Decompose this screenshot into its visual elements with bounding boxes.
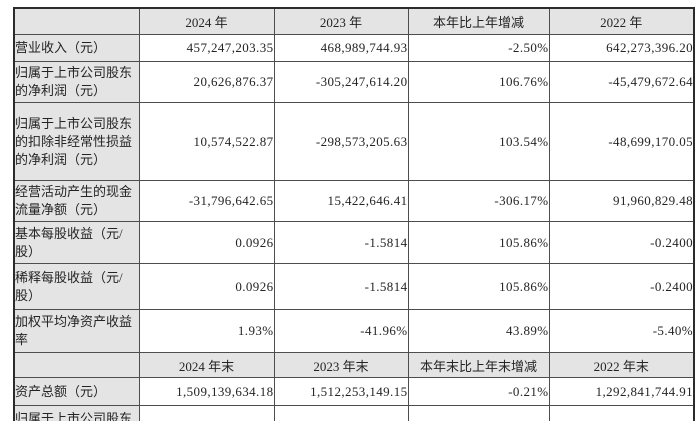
value-cell: 1,058,774,646.81 [273,405,409,421]
value-cell: 1,079,445,087.39 [138,405,275,421]
value-cell: -306.17% [407,180,550,222]
table-row-total-assets: 资产总额（元） 1,509,139,634.18 1,512,253,149.1… [13,377,695,406]
value-cell: -298,573,205.63 [273,102,409,181]
value-cell: -48,699,170.05 [548,102,695,181]
table-row-operating-cash-flow: 经营活动产生的现金流量净额（元） -31,796,642.65 15,422,6… [13,180,695,222]
col-header-2024-end: 2024 年末 [138,352,275,378]
row-label: 加权平均净资产收益率 [13,309,140,353]
row-label: 归属于上市公司股东的扣除非经常性损益的净利润（元） [13,102,140,181]
value-cell: 468,989,744.93 [273,34,409,62]
value-cell: 1,292,841,744.91 [548,377,695,406]
table-row-weighted-avg-roe: 加权平均净资产收益率 1.93% -41.96% 43.89% -5.40% [13,309,695,353]
value-cell: 1,512,253,149.15 [273,377,409,406]
period-end-header-corner [13,352,140,378]
row-label: 归属于上市公司股东的净资产（元） [13,405,140,421]
value-cell: 1.95% [407,405,550,421]
value-cell: 103.54% [407,102,550,181]
table-row-operating-revenue: 营业收入（元） 457,247,203.35 468,989,744.93 -2… [13,34,695,62]
financial-summary-table: 2024 年 2023 年 本年比上年增减 2022 年 营业收入（元） 457… [13,7,695,421]
table-row-net-assets: 归属于上市公司股东的净资产（元） 1,079,445,087.39 1,058,… [13,405,695,421]
row-label: 资产总额（元） [13,377,140,406]
value-cell: 0.0926 [138,221,275,264]
value-cell: -5.40% [548,309,695,353]
col-header-2023-end: 2023 年末 [273,352,409,378]
table-row-net-profit: 归属于上市公司股东的净利润（元） 20,626,876.37 -305,247,… [13,61,695,103]
col-header-2024: 2024 年 [138,7,275,35]
period-end-header-row: 2024 年末 2023 年末 本年末比上年末增减 2022 年末 [13,352,695,378]
col-header-yoy-change: 本年比上年增减 [407,7,550,35]
value-cell: 20,626,876.37 [138,61,275,103]
value-cell: 815,752,395.61 [548,405,695,421]
value-cell: -2.50% [407,34,550,62]
col-header-2023: 2023 年 [273,7,409,35]
row-label: 归属于上市公司股东的净利润（元） [13,61,140,103]
value-cell: 642,273,396.20 [548,34,695,62]
annual-header-row: 2024 年 2023 年 本年比上年增减 2022 年 [13,7,695,35]
col-header-2022: 2022 年 [548,7,695,35]
col-header-yoy-end-change: 本年末比上年末增减 [407,352,550,378]
value-cell: -45,479,672.64 [548,61,695,103]
value-cell: 457,247,203.35 [138,34,275,62]
value-cell: 105.86% [407,263,550,310]
annual-header-corner [13,7,140,35]
value-cell: 10,574,522.87 [138,102,275,181]
value-cell: 15,422,646.41 [273,180,409,222]
row-label: 营业收入（元） [13,34,140,62]
value-cell: -1.5814 [273,263,409,310]
value-cell: 105.86% [407,221,550,264]
row-label: 基本每股收益（元/股） [13,221,140,264]
value-cell: -1.5814 [273,221,409,264]
row-label: 经营活动产生的现金流量净额（元） [13,180,140,222]
value-cell: 91,960,829.48 [548,180,695,222]
value-cell: -0.21% [407,377,550,406]
value-cell: 106.76% [407,61,550,103]
row-label: 稀释每股收益（元/股） [13,263,140,310]
value-cell: -0.2400 [548,263,695,310]
table-row-diluted-eps: 稀释每股收益（元/股） 0.0926 -1.5814 105.86% -0.24… [13,263,695,310]
value-cell: -305,247,614.20 [273,61,409,103]
value-cell: 1,509,139,634.18 [138,377,275,406]
value-cell: -0.2400 [548,221,695,264]
col-header-2022-end: 2022 年末 [548,352,695,378]
value-cell: 43.89% [407,309,550,353]
table-row-basic-eps: 基本每股收益（元/股） 0.0926 -1.5814 105.86% -0.24… [13,221,695,264]
value-cell: -31,796,642.65 [138,180,275,222]
value-cell: -41.96% [273,309,409,353]
value-cell: 0.0926 [138,263,275,310]
value-cell: 1.93% [138,309,275,353]
table-row-net-profit-excl-nonrecurring: 归属于上市公司股东的扣除非经常性损益的净利润（元） 10,574,522.87 … [13,102,695,181]
